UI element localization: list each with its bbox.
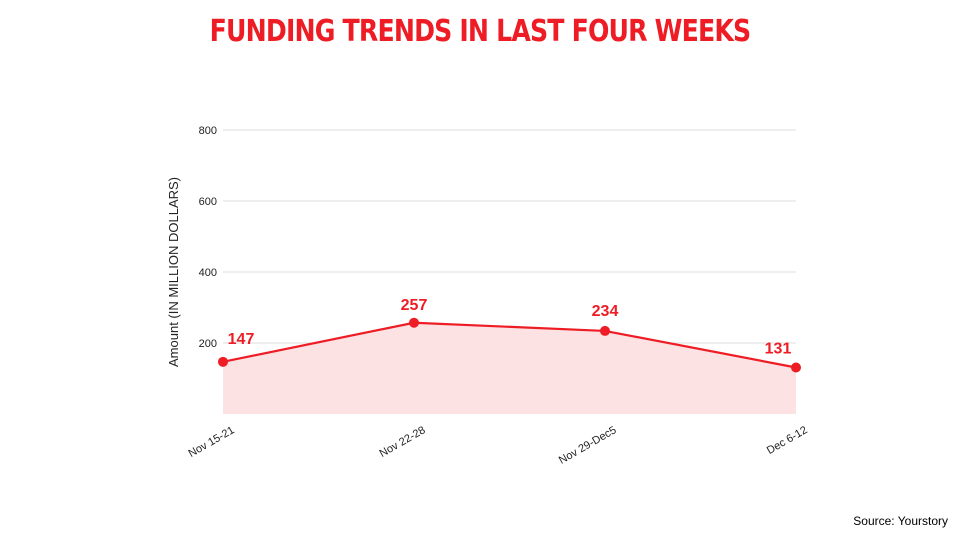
gridlines bbox=[223, 129, 796, 344]
line-layer bbox=[222, 321, 797, 369]
data-label-4: 131 bbox=[765, 340, 792, 357]
data-labels: 147 257 234 131 bbox=[228, 297, 792, 358]
x-tick-label-4: Dec 6-12 bbox=[765, 424, 810, 457]
x-tick-label-2: Nov 22-28 bbox=[378, 424, 428, 460]
series-line bbox=[222, 321, 797, 369]
data-points bbox=[218, 317, 801, 373]
y-axis-ticks: 200 400 600 800 bbox=[199, 125, 217, 350]
x-tick-label-3: Nov 29-Dec5 bbox=[557, 424, 619, 466]
data-point-2 bbox=[409, 317, 419, 328]
data-point-3 bbox=[600, 325, 610, 336]
y-tick-label-600: 600 bbox=[199, 196, 217, 208]
data-label-3: 234 bbox=[592, 303, 619, 320]
data-label-1: 147 bbox=[228, 331, 255, 348]
data-label-2: 257 bbox=[401, 297, 428, 314]
y-axis-title: Amount (IN MILLION DOLLARS) bbox=[166, 177, 181, 367]
data-point-1 bbox=[218, 356, 228, 367]
source-note: Source: Yourstory bbox=[853, 514, 948, 528]
area-layer bbox=[223, 322, 796, 414]
y-tick-label-800: 800 bbox=[199, 125, 217, 137]
chart-title: FUNDING TRENDS IN LAST FOUR WEEKS bbox=[209, 14, 752, 49]
y-tick-label-200: 200 bbox=[199, 338, 217, 350]
x-axis-ticks: Nov 15-21 Nov 22-28 Nov 29-Dec5 Dec 6-12 bbox=[187, 424, 810, 466]
data-point-4 bbox=[791, 362, 801, 373]
area-fill bbox=[223, 322, 796, 414]
x-tick-label-1: Nov 15-21 bbox=[187, 424, 237, 460]
y-tick-label-400: 400 bbox=[199, 267, 217, 279]
